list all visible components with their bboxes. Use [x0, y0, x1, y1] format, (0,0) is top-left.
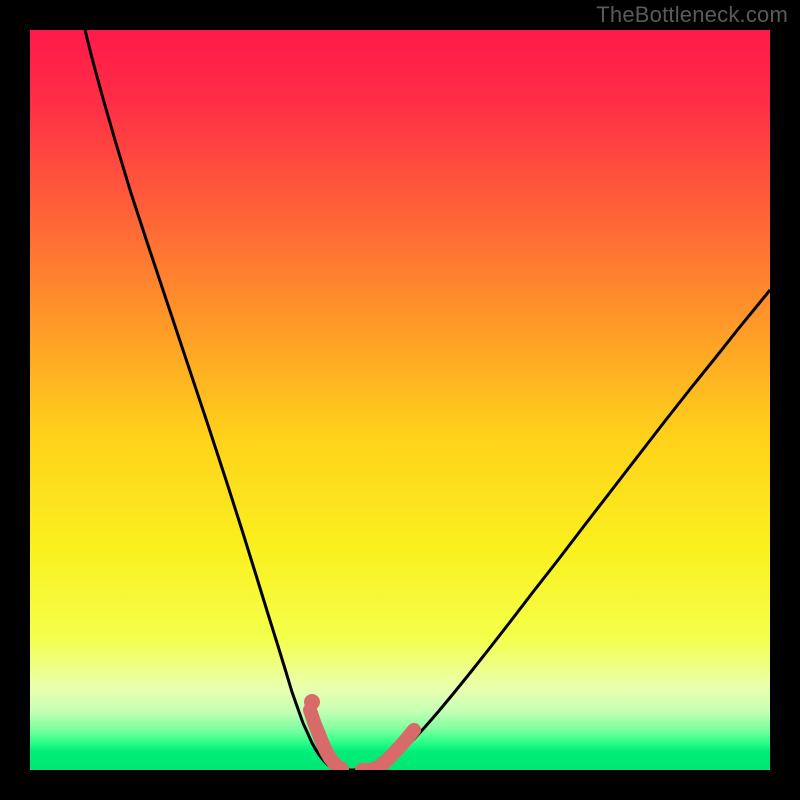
curve-layer: [30, 30, 770, 770]
bottleneck-curve: [85, 30, 770, 770]
plot-area: [30, 30, 770, 770]
highlight-segment-1: [362, 730, 414, 770]
watermark-text: TheBottleneck.com: [596, 2, 788, 28]
highlight-segment-0: [310, 710, 342, 769]
